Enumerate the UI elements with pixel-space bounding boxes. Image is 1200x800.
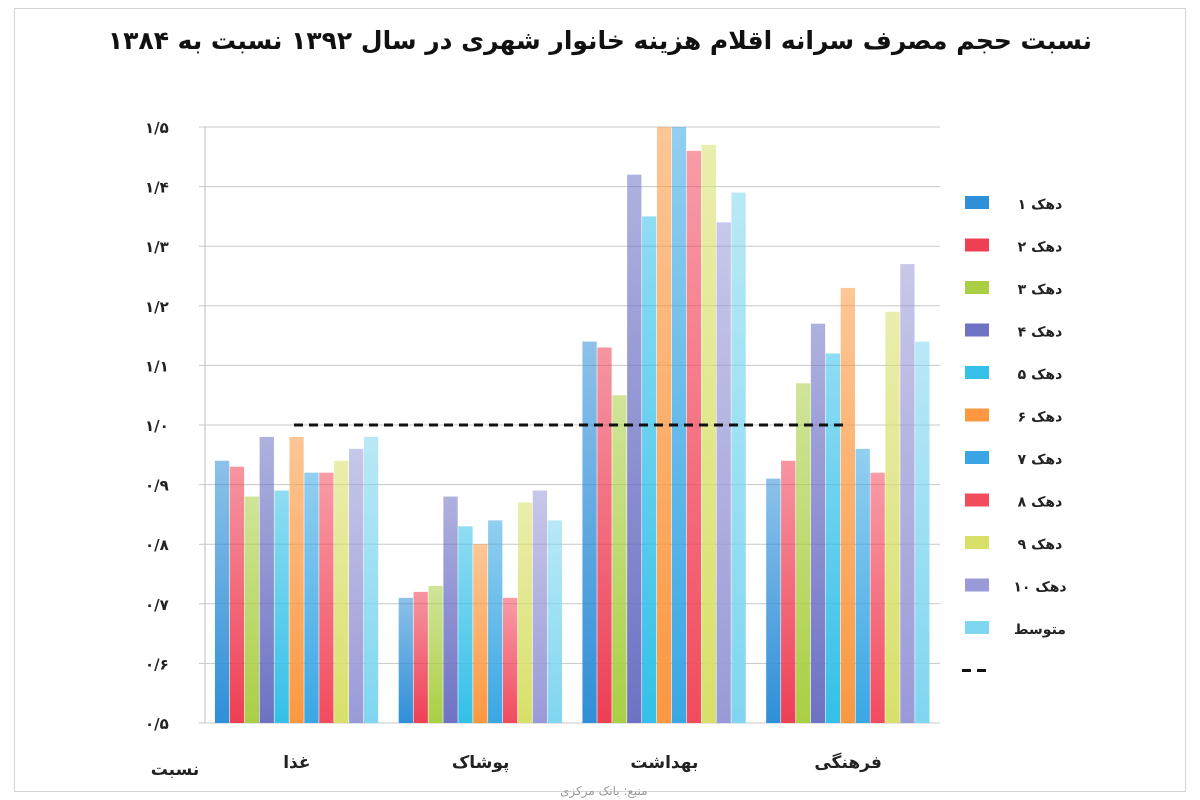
y-tick-label: ۱/۲ — [145, 298, 169, 316]
legend-label: دهک ۱۰ — [1013, 580, 1066, 596]
legend-swatch — [965, 238, 989, 252]
bar — [870, 472, 885, 723]
legend-label: دهک ۱ — [1018, 197, 1063, 213]
y-tick-label: ۰/۸ — [145, 536, 169, 554]
legend-swatch — [965, 323, 989, 337]
bar — [244, 496, 260, 723]
bar — [428, 585, 443, 723]
x-category-label: فرهنگی — [814, 752, 882, 773]
bar — [612, 395, 627, 723]
bar — [458, 526, 473, 723]
legend-swatch — [965, 536, 989, 549]
x-category-label: پوشاک — [452, 753, 510, 773]
x-category-label: بهداشت — [630, 753, 698, 773]
x-category-label: غذا — [283, 753, 310, 773]
bar — [443, 496, 458, 723]
source-note: منبع: بانک مرکزی — [560, 784, 648, 798]
y-tick-label: ۰/۷ — [145, 596, 169, 614]
y-tick-label: ۰/۶ — [145, 655, 169, 673]
chart-title: نسبت حجم مصرف سرانه اقلام هزینه خانوار ش… — [107, 26, 1093, 55]
y-tick-label: ۰/۵ — [145, 715, 169, 733]
bar — [547, 520, 562, 723]
legend-label: دهک ۳ — [1018, 282, 1063, 298]
bar — [334, 460, 349, 723]
bar — [259, 436, 274, 723]
bar — [289, 436, 304, 723]
bar — [502, 597, 518, 723]
legend-label: دهک ۴ — [1018, 325, 1063, 341]
bar — [900, 264, 915, 723]
bar — [229, 466, 245, 723]
bar — [319, 472, 334, 723]
bar — [716, 222, 731, 724]
legend-swatch — [965, 366, 989, 379]
bar — [885, 311, 900, 723]
legend-swatch — [965, 451, 989, 464]
legend-label: دهک ۵ — [1018, 367, 1063, 383]
chart-frame — [14, 8, 1186, 792]
legend-label: متوسط — [1014, 622, 1066, 638]
legend-swatch — [965, 621, 989, 634]
bar — [810, 323, 826, 723]
legend-swatch — [965, 493, 989, 507]
bar — [398, 597, 413, 723]
bar — [731, 192, 746, 723]
y-tick-label: ۱/۰ — [145, 417, 169, 435]
y-tick-label: ۱/۴ — [145, 179, 169, 197]
y-axis-label: نسبت — [151, 760, 200, 780]
bar — [855, 448, 870, 723]
bar — [473, 544, 488, 723]
bar — [795, 383, 811, 723]
legend-swatch — [965, 578, 989, 592]
y-tick-label: ۰/۹ — [145, 477, 169, 495]
bar — [349, 448, 364, 723]
bar — [701, 144, 716, 723]
legend-label: دهک ۸ — [1018, 495, 1063, 511]
bar — [488, 520, 503, 723]
y-tick-label: ۱/۳ — [145, 238, 169, 256]
bar — [627, 174, 642, 723]
bar — [304, 472, 319, 723]
legend-swatch — [965, 281, 989, 294]
y-tick-label: ۱/۱ — [145, 357, 169, 375]
legend-label: دهک ۹ — [1018, 537, 1063, 553]
legend-label: دهک ۷ — [1018, 452, 1063, 468]
bar — [274, 490, 289, 723]
bar — [363, 436, 379, 723]
bar — [686, 150, 702, 724]
bar — [532, 490, 548, 723]
legend-swatch — [965, 196, 989, 209]
bar — [517, 502, 533, 723]
legend-label: دهک ۲ — [1018, 240, 1063, 256]
bar — [642, 216, 657, 723]
legend-label: دهک ۶ — [1018, 410, 1063, 426]
bar — [766, 478, 781, 723]
bar — [413, 591, 428, 723]
bar — [840, 287, 855, 723]
bar — [781, 460, 796, 723]
bar — [915, 341, 930, 723]
bar — [597, 347, 612, 723]
legend-swatch — [965, 408, 989, 422]
bar — [671, 127, 687, 723]
bar — [825, 353, 841, 723]
bar — [656, 127, 672, 723]
y-tick-label: ۱/۵ — [145, 119, 169, 137]
bar — [214, 460, 230, 723]
bar — [582, 341, 597, 723]
